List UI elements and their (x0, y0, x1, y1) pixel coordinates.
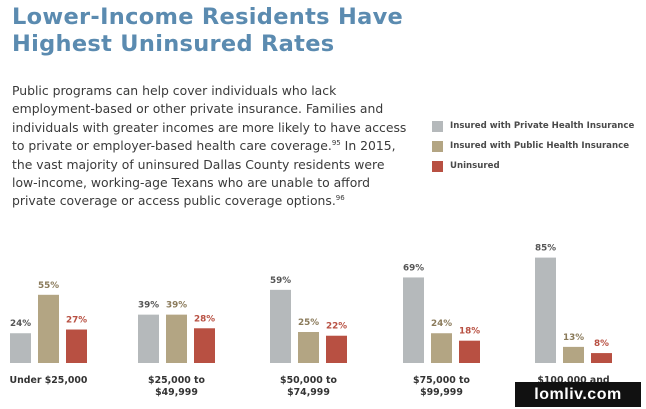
data-label-public-4: 13% (563, 333, 584, 343)
category-label-2-line-0: $50,000 to (280, 375, 337, 386)
bar-public-2 (298, 332, 319, 363)
footnote-ref-96: 96 (335, 194, 345, 203)
category-label-1-line-0: $25,000 to (148, 375, 205, 386)
category-label-2-line-1: $74,999 (287, 387, 330, 398)
data-label-uninsured-1: 28% (194, 314, 215, 324)
data-label-private-2: 59% (270, 276, 291, 286)
data-label-uninsured-4: 8% (594, 339, 609, 349)
bar-uninsured-2 (326, 335, 347, 363)
data-label-private-3: 69% (403, 263, 424, 273)
bar-group-2: 59% 25% 22% $50,000 to$74,999 (270, 276, 347, 398)
watermark: lomliv.com (515, 382, 641, 407)
data-label-private-4: 85% (535, 244, 556, 254)
legend-label-uninsured: Uninsured (450, 161, 500, 171)
bar-private-2 (270, 289, 291, 363)
bar-group-4: 85%13%8%$100,000 andmore (535, 244, 612, 398)
bar-public-1 (166, 314, 187, 363)
bar-group-3: 69% 24% 18% $75,000 to$99,999 (403, 263, 480, 398)
bar-public-0 (38, 294, 59, 363)
legend-swatch-public (432, 140, 443, 152)
legend-item-private: Insured with Private Health Insurance (432, 116, 634, 136)
data-label-uninsured-2: 22% (326, 322, 347, 332)
data-label-uninsured-3: 18% (459, 327, 480, 337)
data-label-private-0: 24% (10, 319, 31, 329)
bar-public-4 (563, 346, 584, 363)
bar-group-0: 24% 55% 27% Under $25,000 (10, 281, 88, 386)
legend-swatch-private (432, 120, 443, 132)
intro-text-2: In 2015, the vast majority of uninsured … (12, 138, 396, 209)
legend-label-public: Insured with Public Health Insurance (450, 141, 630, 151)
footnote-ref-95: 95 (331, 139, 341, 148)
bar-uninsured-1 (194, 328, 215, 363)
bar-private-0 (10, 333, 31, 363)
category-label-3-line-1: $99,999 (420, 387, 463, 398)
bar-uninsured-3 (459, 340, 480, 363)
bar-uninsured-4 (591, 353, 612, 363)
bar-private-1 (138, 314, 159, 363)
category-label-3-line-0: $75,000 to (413, 375, 470, 386)
data-label-private-1: 39% (138, 301, 159, 311)
legend-label-private: Insured with Private Health Insurance (450, 121, 635, 131)
category-label-0-line-0: Under $25,000 (10, 375, 88, 386)
chart-title-line-2: Highest Uninsured Rates (12, 31, 335, 57)
data-label-uninsured-0: 27% (66, 316, 87, 326)
category-label-1-line-1: $49,999 (155, 387, 198, 398)
intro-text-1: Public programs can help cover individua… (12, 83, 407, 154)
chart-title-line-1: Lower-Income Residents Have (12, 4, 404, 30)
legend-item-public: Insured with Public Health Insurance (432, 136, 634, 156)
intro-paragraph: Public programs can help cover individua… (12, 82, 412, 211)
data-label-public-2: 25% (298, 318, 319, 328)
bar-public-3 (431, 333, 452, 363)
data-label-public-1: 39% (166, 301, 187, 311)
category-label-4-line-0: $100,000 and (537, 375, 609, 386)
data-label-public-0: 55% (38, 281, 59, 291)
legend-swatch-uninsured (432, 160, 443, 172)
data-label-public-3: 24% (431, 319, 452, 329)
bar-uninsured-0 (66, 329, 87, 363)
chart-title: Lower-Income Residents Have Highest Unin… (12, 4, 432, 58)
legend: Insured with Private Health Insurance In… (432, 116, 634, 176)
bar-group-1: 39% 39% 28% $25,000 to$49,999 (138, 301, 215, 398)
bar-private-4 (535, 257, 556, 363)
legend-item-uninsured: Uninsured (432, 156, 634, 176)
bar-private-3 (403, 277, 424, 363)
